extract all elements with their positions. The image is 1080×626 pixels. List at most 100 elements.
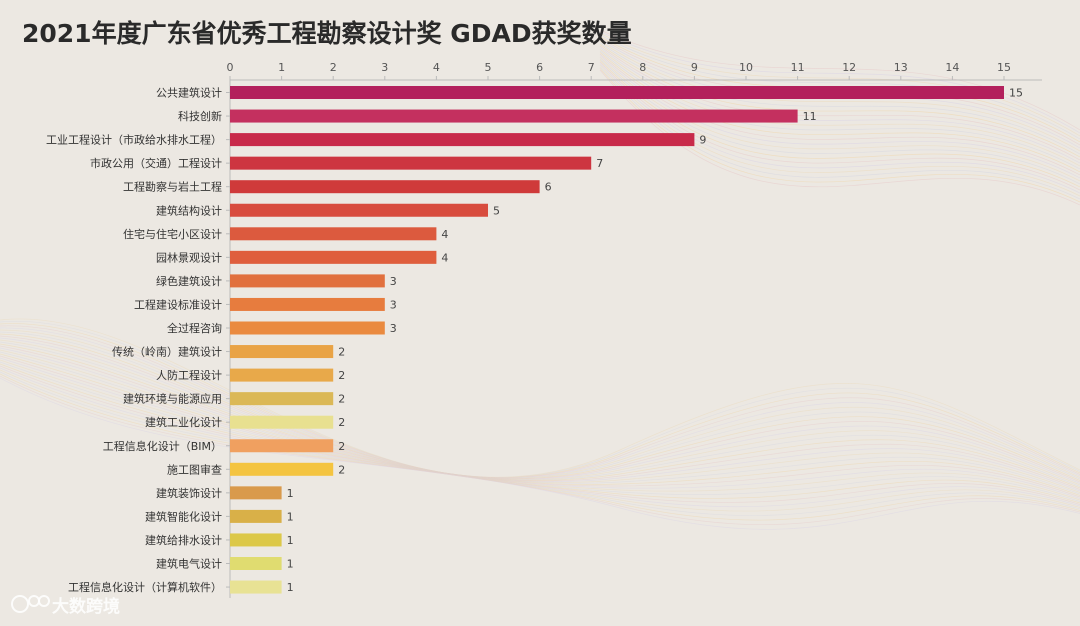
category-label: 建筑电气设计	[156, 557, 222, 571]
category-label: 工程信息化设计（BIM）	[103, 439, 222, 453]
bar	[230, 580, 282, 594]
bar	[230, 486, 282, 500]
category-label: 全过程咨询	[167, 321, 222, 335]
wave-line	[599, 61, 1080, 191]
wave-line	[0, 353, 1080, 496]
x-tick-label: 10	[739, 61, 753, 74]
category-label: 工程建设标准设计	[134, 297, 222, 311]
wave-line	[599, 53, 1080, 176]
bar	[230, 86, 1004, 99]
wave-line	[599, 44, 1080, 158]
bar	[230, 368, 334, 382]
wave-line	[599, 32, 1080, 137]
category-label: 工程勘察与岩土工程	[123, 180, 222, 194]
wave-line	[0, 373, 1080, 521]
wave-line	[599, 42, 1080, 155]
wave-line	[0, 318, 1080, 478]
x-tick-label: 13	[894, 61, 908, 74]
value-label: 1	[287, 581, 294, 594]
wave-line	[0, 333, 1080, 481]
wave-line	[0, 349, 1080, 493]
bar	[230, 533, 282, 547]
x-tick-label: 2	[330, 61, 337, 74]
wave-line	[0, 347, 1080, 492]
value-label: 4	[441, 228, 448, 241]
category-label: 园林景观设计	[156, 250, 222, 264]
value-label: 2	[338, 440, 345, 453]
bar	[230, 557, 282, 570]
bar	[230, 462, 334, 476]
watermark-text: 大数跨境	[52, 596, 120, 617]
bar	[230, 250, 437, 264]
wave-line	[0, 327, 1080, 479]
x-tick-label: 5	[485, 61, 492, 74]
bar	[230, 509, 282, 523]
value-label: 3	[390, 298, 397, 311]
wave-line	[0, 339, 1080, 486]
value-label: 2	[338, 346, 345, 359]
bar	[230, 156, 592, 170]
bar	[230, 345, 334, 359]
value-label: 11	[803, 110, 817, 123]
wave-line	[0, 361, 1080, 502]
x-tick-label: 8	[639, 61, 646, 74]
bar	[230, 415, 334, 429]
x-tick-label: 6	[536, 61, 543, 74]
wave-line	[0, 343, 1080, 489]
wave-line	[0, 335, 1080, 483]
bar	[230, 227, 437, 241]
x-tick-label: 12	[842, 61, 856, 74]
watermark: 大数跨境	[11, 595, 120, 617]
wave-line	[599, 60, 1080, 188]
bar	[230, 297, 385, 311]
category-label: 科技创新	[178, 109, 222, 123]
category-label: 市政公用（交通）工程设计	[90, 156, 222, 170]
wave-line	[599, 55, 1080, 179]
category-label: 建筑工业化设计	[145, 415, 222, 429]
wave-line	[0, 355, 1080, 498]
bar	[230, 392, 334, 406]
wave-line	[599, 31, 1080, 134]
x-axis: 0 1 2 3 4 5 6 7 8 9 10 11 12 13 14 15	[227, 61, 1042, 598]
category-label: 建筑给排水设计	[145, 533, 222, 547]
wave-line	[599, 64, 1080, 197]
value-label: 1	[287, 558, 294, 571]
x-tick-label: 9	[691, 61, 698, 74]
category-label: 建筑装饰设计	[156, 486, 222, 500]
category-label: 工业工程设计（市政给水排水工程）	[46, 133, 222, 147]
value-label: 5	[493, 204, 500, 217]
wave-line	[0, 369, 1080, 512]
x-tick-label: 0	[227, 61, 234, 74]
wave-line	[599, 52, 1080, 173]
x-tick-label: 1	[278, 61, 285, 74]
value-label: 3	[390, 275, 397, 288]
wave-line	[599, 34, 1080, 140]
wave-line	[0, 345, 1080, 490]
x-tick-label: 15	[997, 61, 1011, 74]
category-label: 建筑结构设计	[156, 203, 222, 217]
value-label: 9	[699, 134, 706, 147]
bar	[230, 321, 385, 335]
wave-line	[0, 320, 1080, 478]
wave-line	[0, 351, 1080, 495]
wave-line	[0, 375, 1080, 526]
category-label: 建筑智能化设计	[145, 509, 222, 523]
value-label: 3	[390, 322, 397, 335]
category-label: 工程信息化设计（计算机软件）	[68, 580, 222, 594]
category-label: 人防工程设计	[156, 368, 222, 382]
value-label: 2	[338, 393, 345, 406]
value-label: 1	[287, 487, 294, 500]
x-tick-label: 3	[381, 61, 388, 74]
value-label: 6	[545, 181, 552, 194]
wave-line	[0, 367, 1080, 508]
category-label: 住宅与住宅小区设计	[123, 227, 222, 241]
value-label: 2	[338, 416, 345, 429]
wave-line	[0, 357, 1080, 499]
wave-line	[0, 359, 1080, 501]
category-label: 传统（岭南）建筑设计	[112, 345, 222, 359]
bar	[230, 203, 488, 217]
bar	[230, 109, 798, 123]
